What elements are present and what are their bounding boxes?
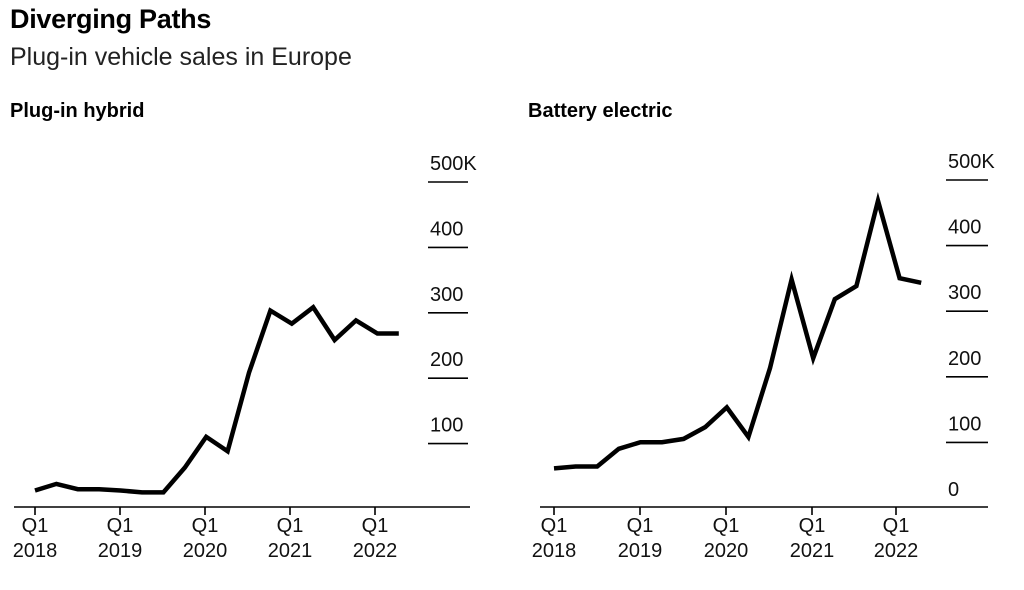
data-point: [118, 488, 123, 493]
data-point: [75, 487, 80, 492]
x-tick-label-year: 2018: [532, 540, 577, 562]
x-tick-label-year: 2022: [353, 540, 398, 562]
data-point: [225, 449, 230, 454]
data-point: [703, 425, 708, 430]
x-tick-label-year: 2020: [183, 540, 228, 562]
data-point: [638, 440, 643, 445]
y-tick-label: 500K: [430, 153, 477, 175]
x-tick-label-quarter: Q1: [362, 515, 389, 537]
data-point: [746, 434, 751, 439]
plug-in-hybrid-chart: 100 200 300 400 500K Q1 2018 Q1 2019 Q1 2020 Q1 2021…: [13, 153, 478, 562]
data-point: [681, 436, 686, 441]
data-point: [897, 276, 902, 281]
data-point: [268, 308, 273, 313]
data-point: [573, 464, 578, 469]
data-point: [204, 434, 209, 439]
y-tick-label: 200: [430, 349, 463, 371]
y-tick-label: 200: [948, 348, 981, 370]
data-point: [140, 490, 145, 495]
chart-title: Diverging Paths: [10, 4, 212, 34]
y-tick-label: 100: [430, 415, 463, 437]
data-point: [854, 284, 859, 289]
data-point: [876, 198, 881, 203]
y-tick-label: 0: [948, 479, 959, 501]
data-point: [768, 366, 773, 371]
data-point: [182, 465, 187, 470]
data-point: [332, 338, 337, 343]
data-point: [161, 490, 166, 495]
x-tick-label-year: 2020: [704, 540, 749, 562]
y-tick-label: 500K: [948, 151, 995, 173]
data-point: [396, 331, 401, 336]
data-point: [832, 297, 837, 302]
x-tick-label-year: 2019: [618, 540, 663, 562]
data-point: [811, 356, 816, 361]
x-tick-label-quarter: Q1: [107, 515, 134, 537]
battery-electric-chart: 0 100 200 300 400 500K Q1 2018 Q1 2019 Q1 2020 Q1 202…: [532, 151, 996, 562]
x-tick-label-quarter: Q1: [22, 515, 49, 537]
y-tick-label: 300: [430, 284, 463, 306]
y-tick-label: 400: [948, 217, 981, 239]
data-point: [97, 487, 102, 492]
data-point: [289, 321, 294, 326]
data-point: [54, 481, 59, 486]
x-tick-label-quarter: Q1: [277, 515, 304, 537]
data-point: [660, 440, 665, 445]
data-point: [789, 277, 794, 282]
x-tick-label-year: 2021: [268, 540, 313, 562]
data-point: [311, 305, 316, 310]
y-tick-label: 100: [948, 413, 981, 435]
x-tick-label-year: 2019: [98, 540, 143, 562]
chart-subtitle: Plug-in vehicle sales in Europe: [10, 43, 352, 71]
x-tick-label-quarter: Q1: [713, 515, 740, 537]
x-tick-label-quarter: Q1: [541, 515, 568, 537]
data-point: [33, 488, 38, 493]
series-line: [34, 304, 399, 495]
data-point: [616, 446, 621, 451]
data-point: [552, 466, 557, 471]
x-tick-label-quarter: Q1: [627, 515, 654, 537]
data-point: [354, 318, 359, 323]
panel-title-battery-electric: Battery electric: [528, 100, 673, 122]
y-tick-label: 400: [430, 218, 463, 240]
data-point: [724, 405, 729, 410]
data-point: [375, 331, 380, 336]
x-tick-label-year: 2018: [13, 540, 58, 562]
panel-title-plug-in-hybrid: Plug-in hybrid: [10, 100, 145, 122]
x-tick-label-quarter: Q1: [883, 515, 910, 537]
x-tick-label-year: 2022: [874, 540, 919, 562]
data-point: [247, 370, 252, 375]
x-tick-label-year: 2021: [790, 540, 835, 562]
data-point: [919, 280, 924, 285]
data-point: [595, 464, 600, 469]
series-line: [553, 192, 922, 471]
x-tick-label-quarter: Q1: [192, 515, 219, 537]
x-tick-label-quarter: Q1: [799, 515, 826, 537]
y-tick-label: 300: [948, 282, 981, 304]
